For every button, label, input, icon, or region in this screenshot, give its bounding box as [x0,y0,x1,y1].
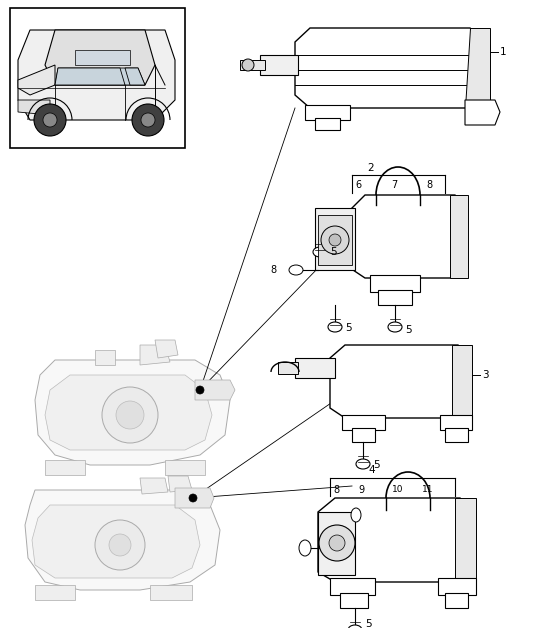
Circle shape [132,104,164,136]
Polygon shape [342,415,385,430]
Polygon shape [140,345,170,365]
Ellipse shape [299,540,311,556]
Polygon shape [168,476,192,492]
Polygon shape [465,100,500,125]
Polygon shape [318,512,355,575]
Polygon shape [35,360,230,465]
Ellipse shape [289,265,303,275]
Polygon shape [278,362,298,374]
Polygon shape [330,578,375,595]
Polygon shape [18,100,50,115]
Circle shape [43,113,57,127]
Text: 8: 8 [270,265,276,275]
Ellipse shape [388,322,402,332]
Polygon shape [305,105,350,120]
Polygon shape [165,460,205,475]
Text: 8: 8 [426,180,432,190]
Polygon shape [315,208,355,270]
Polygon shape [350,195,468,278]
Circle shape [102,387,158,443]
Polygon shape [18,30,175,120]
Polygon shape [175,488,214,508]
Polygon shape [378,290,412,305]
Circle shape [109,534,131,556]
Polygon shape [330,345,472,418]
Circle shape [329,234,341,246]
Text: 7: 7 [391,180,397,190]
Polygon shape [95,350,115,365]
Polygon shape [140,478,168,494]
Polygon shape [455,498,476,582]
Polygon shape [438,578,476,595]
Circle shape [116,401,144,429]
Polygon shape [35,585,75,600]
Polygon shape [452,345,472,418]
Polygon shape [125,68,145,85]
Polygon shape [195,380,235,400]
Polygon shape [445,593,468,608]
Polygon shape [240,60,265,70]
Ellipse shape [348,625,362,628]
Text: 9: 9 [358,485,364,495]
Polygon shape [318,215,352,265]
Text: 5: 5 [405,325,411,335]
Circle shape [141,113,155,127]
Circle shape [319,525,355,561]
Text: 2: 2 [367,163,374,173]
Circle shape [321,226,349,254]
Text: 5: 5 [345,323,352,333]
Text: 10: 10 [392,485,403,494]
Polygon shape [55,68,145,85]
Text: 11: 11 [422,485,433,494]
Polygon shape [440,415,472,430]
Bar [10,8,185,148]
Text: 6: 6 [355,180,361,190]
Polygon shape [55,68,125,85]
Circle shape [242,59,254,71]
Polygon shape [75,50,130,65]
Polygon shape [45,30,155,85]
Text: 5: 5 [330,247,337,257]
Text: 3: 3 [482,370,489,380]
Polygon shape [260,55,298,75]
Ellipse shape [356,459,370,469]
Polygon shape [18,65,55,95]
Polygon shape [445,428,468,442]
Polygon shape [352,428,375,442]
Polygon shape [318,498,476,582]
Text: 5: 5 [365,619,372,628]
Polygon shape [155,340,178,358]
Ellipse shape [328,322,342,332]
Text: 4: 4 [368,465,374,475]
Circle shape [189,494,197,502]
Polygon shape [32,505,200,578]
Polygon shape [295,358,335,378]
Circle shape [196,386,204,394]
Circle shape [329,535,345,551]
Text: 1: 1 [500,47,507,57]
Polygon shape [370,275,420,292]
Polygon shape [465,28,490,108]
Polygon shape [45,375,212,450]
Polygon shape [25,490,220,590]
Polygon shape [450,195,468,278]
Circle shape [95,520,145,570]
Ellipse shape [351,508,361,522]
Polygon shape [315,118,340,130]
Polygon shape [295,28,490,108]
Polygon shape [340,593,368,608]
Ellipse shape [313,247,327,257]
Text: 5: 5 [373,460,380,470]
Polygon shape [150,585,192,600]
Text: 8: 8 [333,485,339,495]
Circle shape [34,104,66,136]
Polygon shape [45,460,85,475]
